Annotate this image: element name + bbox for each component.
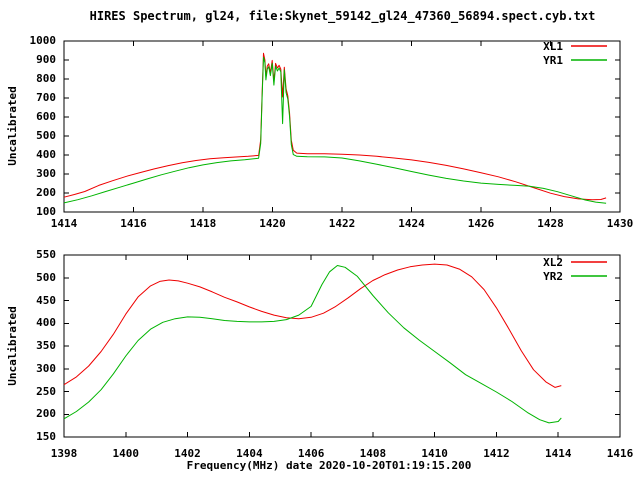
y-tick-label: 250: [36, 384, 56, 398]
x-tick-label: 1398: [50, 447, 78, 460]
x-tick-label: 1430: [606, 217, 634, 230]
x-tick-label: 1416: [606, 447, 634, 460]
y-tick-label: 900: [36, 53, 56, 66]
legend-label-YR2: YR2: [543, 270, 563, 283]
chart-title: HIRES Spectrum, gl24, file:Skynet_59142_…: [89, 9, 596, 23]
y-tick-label: 300: [36, 361, 56, 375]
x-tick-label: 1410: [421, 447, 448, 460]
x-tick-label: 1428: [537, 217, 564, 230]
legend-label-XL2: XL2: [543, 256, 563, 269]
x-tick-label: 1414: [50, 217, 78, 230]
y-tick-label: 200: [36, 186, 56, 199]
x-tick-label: 1404: [236, 447, 263, 460]
y-tick-label: 800: [36, 72, 56, 85]
legend-label-YR1: YR1: [543, 54, 563, 67]
y-tick-label: 1000: [29, 34, 57, 47]
x-tick-label: 1414: [544, 447, 572, 460]
x-axis-label: Frequency(MHz) date 2020-10-20T01:19:15.…: [186, 459, 472, 472]
y-tick-label: 700: [36, 91, 56, 104]
y-tick-label: 550: [36, 248, 56, 261]
y-tick-label: 500: [36, 270, 56, 284]
y-tick-label: 150: [36, 430, 56, 443]
legend-label-XL1: XL1: [543, 40, 563, 53]
y-tick-label: 350: [36, 339, 56, 352]
series-line-YR1: [63, 56, 607, 204]
x-tick-label: 1418: [189, 217, 217, 230]
y-tick-label: 400: [36, 148, 56, 161]
x-tick-label: 1424: [398, 217, 425, 230]
x-tick-label: 1412: [483, 447, 510, 460]
x-tick-label: 1408: [359, 447, 387, 460]
y-tick-label: 500: [36, 129, 56, 142]
x-tick-label: 1406: [297, 447, 325, 460]
x-tick-label: 1422: [328, 217, 356, 230]
x-tick-label: 1426: [467, 217, 495, 230]
y-tick-label: 450: [36, 293, 56, 307]
y-tick-label: 600: [36, 110, 56, 123]
x-tick-label: 1400: [112, 447, 140, 460]
y-tick-label: 200: [36, 407, 56, 421]
x-tick-label: 1402: [174, 447, 201, 460]
y-tick-label: 400: [36, 316, 56, 330]
x-tick-label: 1416: [120, 217, 147, 230]
x-tick-label: 1420: [259, 217, 286, 230]
y-tick-label: 100: [36, 205, 56, 218]
series-line-YR2: [63, 265, 562, 424]
series-line-XL2: [63, 263, 562, 388]
y-tick-label: 300: [36, 167, 56, 180]
series-line-XL1: [63, 52, 607, 201]
y-axis-label-top: Uncalibrated: [6, 86, 19, 166]
